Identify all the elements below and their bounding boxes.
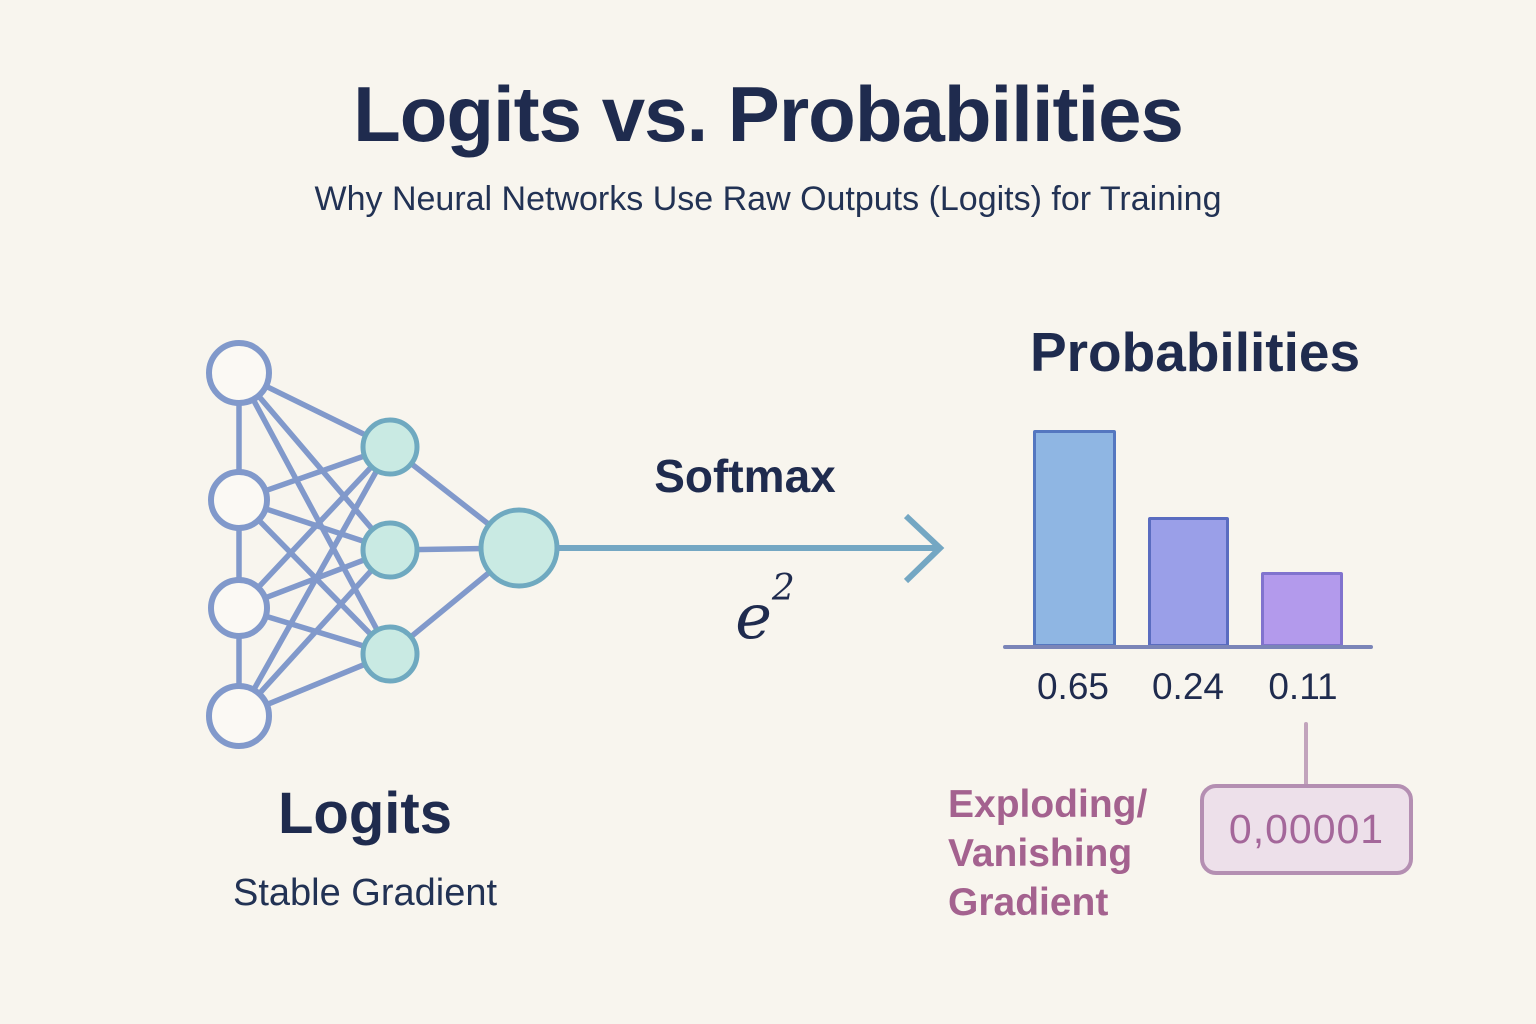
output-node [478,507,560,589]
input-node-4 [206,683,272,749]
probability-bar-2 [1148,517,1229,647]
logits-label: Logits [278,781,452,846]
formula-base: e [735,580,772,653]
input-node-3 [208,577,270,639]
tiny-gradient-value-box: 0,00001 [1200,784,1413,875]
chart-title: Probabilities [1029,321,1361,383]
page-title: Logits vs. Probabilities [353,70,1184,158]
softmax-label: Softmax [654,450,836,502]
stable-gradient-label: Stable Gradient [232,872,498,914]
callout-connector-line [1304,722,1308,786]
hidden-layer [360,417,420,684]
warning-line-3: Gradient [948,881,1109,924]
probability-bar-3 [1261,572,1343,647]
probability-bar-1 [1033,430,1116,647]
softmax-arrow [557,513,945,584]
page-subtitle: Why Neural Networks Use Raw Outputs (Log… [314,180,1222,218]
gradient-warning-label: Exploding/ Vanishing Gradient [948,780,1208,927]
chart-baseline [1003,645,1373,649]
formula-exponent: 2 [771,568,795,609]
bar-value-label-2: 0.24 [1151,666,1224,707]
tiny-gradient-value: 0,00001 [1228,806,1385,852]
input-layer [206,340,272,749]
arrow-head [903,513,945,584]
warning-line-1: Exploding/ [948,783,1148,826]
input-node-2 [208,469,270,531]
warning-line-2: Vanishing [948,832,1133,875]
bar-value-label-3: 0.11 [1268,666,1338,707]
hidden-node-2 [360,520,420,580]
exponential-formula: e2 [690,568,840,653]
hidden-node-1 [360,417,420,477]
bar-value-label-1: 0.65 [1036,666,1109,707]
input-node-1 [206,340,272,406]
hidden-node-3 [360,624,420,684]
